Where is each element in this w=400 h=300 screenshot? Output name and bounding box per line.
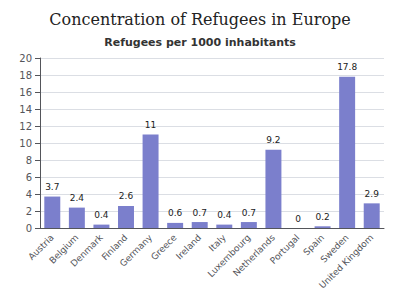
svg-text:Denmark: Denmark [69, 232, 106, 269]
svg-text:Finland: Finland [99, 232, 130, 263]
svg-text:0.7: 0.7 [193, 208, 207, 218]
svg-text:0.4: 0.4 [217, 210, 232, 220]
svg-text:Austria: Austria [26, 232, 56, 262]
svg-text:2.6: 2.6 [119, 191, 134, 201]
svg-text:Luxembourg: Luxembourg [205, 232, 253, 280]
svg-text:Greece: Greece [149, 232, 179, 262]
svg-text:6: 6 [26, 172, 32, 183]
svg-text:8: 8 [26, 155, 32, 166]
svg-text:Refugees per 1000 inhabitants: Refugees per 1000 inhabitants [104, 36, 296, 49]
svg-text:16: 16 [19, 87, 32, 98]
svg-text:12: 12 [19, 121, 32, 132]
svg-text:0.6: 0.6 [168, 208, 183, 218]
svg-text:United Kingdom: United Kingdom [317, 232, 375, 290]
svg-text:2.9: 2.9 [365, 189, 380, 199]
svg-text:10: 10 [19, 138, 32, 149]
svg-text:Concentration of Refugees in E: Concentration of Refugees in Europe [49, 10, 350, 29]
svg-text:9.2: 9.2 [266, 135, 280, 145]
svg-text:Ireland: Ireland [174, 232, 203, 261]
svg-text:Belgium: Belgium [47, 232, 81, 266]
svg-text:20: 20 [19, 53, 32, 64]
svg-text:0: 0 [295, 214, 301, 224]
svg-text:0: 0 [26, 223, 32, 234]
svg-text:4: 4 [26, 189, 32, 200]
svg-text:2.4: 2.4 [70, 193, 85, 203]
svg-text:14: 14 [19, 104, 32, 115]
svg-text:18: 18 [19, 70, 32, 81]
svg-text:0.2: 0.2 [315, 212, 329, 222]
svg-text:Portugal: Portugal [268, 232, 301, 265]
svg-text:3.7: 3.7 [45, 182, 59, 192]
svg-text:Italy: Italy [207, 232, 228, 253]
svg-text:Spain: Spain [301, 232, 327, 258]
svg-text:Germany: Germany [118, 232, 155, 269]
svg-text:Sweden: Sweden [318, 232, 351, 265]
svg-text:11: 11 [145, 120, 156, 130]
svg-text:0.4: 0.4 [94, 210, 109, 220]
svg-text:Netherlands: Netherlands [231, 232, 277, 279]
svg-text:0.7: 0.7 [242, 208, 256, 218]
svg-text:17.8: 17.8 [337, 62, 357, 72]
svg-text:2: 2 [26, 206, 32, 217]
